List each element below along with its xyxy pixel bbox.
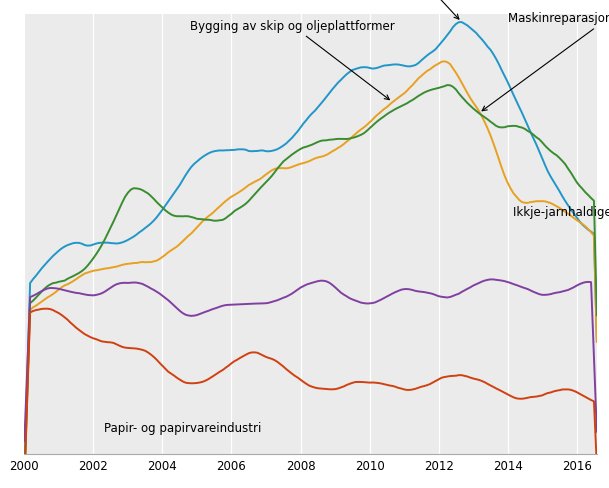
Text: Papir- og papirvareindustri: Papir- og papirvareindustri [104,422,261,434]
Text: Maskinindustri: Maskinindustri [361,0,459,20]
Text: Ikkje-jarnhaldige  metall: Ikkje-jarnhaldige metall [513,205,609,219]
Text: Maskinreparasjon  og -installasjon: Maskinreparasjon og -installasjon [482,12,609,112]
Text: Bygging av skip og oljeplattformer: Bygging av skip og oljeplattformer [189,20,394,101]
